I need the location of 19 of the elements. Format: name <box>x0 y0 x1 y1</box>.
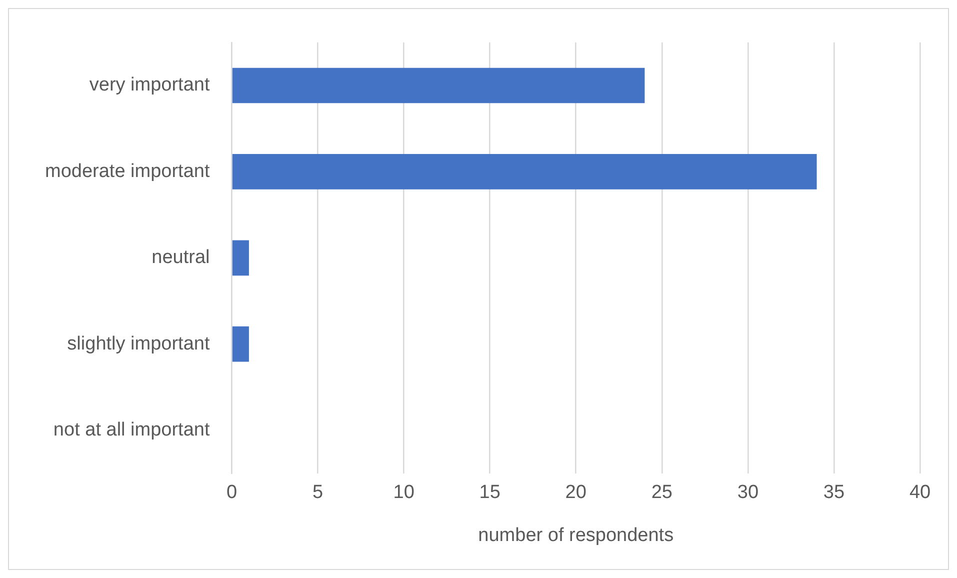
y-tick-label: neutral <box>152 247 210 268</box>
x-tick-label: 35 <box>823 482 845 504</box>
x-tick-label: 15 <box>479 482 500 504</box>
bar <box>232 154 817 190</box>
x-tick-label: 30 <box>737 482 759 504</box>
x-tick-label: 0 <box>226 482 238 504</box>
y-tick-label: slightly important <box>67 333 210 354</box>
bar <box>232 240 249 276</box>
y-tick-label: very important <box>89 74 210 96</box>
x-tick-label: 5 <box>312 482 324 504</box>
x-tick-label: 10 <box>393 482 414 504</box>
x-tick-label: 20 <box>565 482 586 504</box>
x-tick-label: 25 <box>651 482 672 504</box>
x-tick-label: 40 <box>909 482 931 504</box>
y-tick-label: moderate important <box>44 160 210 182</box>
y-tick-label: not at all important <box>53 420 210 441</box>
bar <box>232 68 645 104</box>
bar <box>232 326 249 362</box>
x-axis-title: number of respondents <box>478 524 674 546</box>
